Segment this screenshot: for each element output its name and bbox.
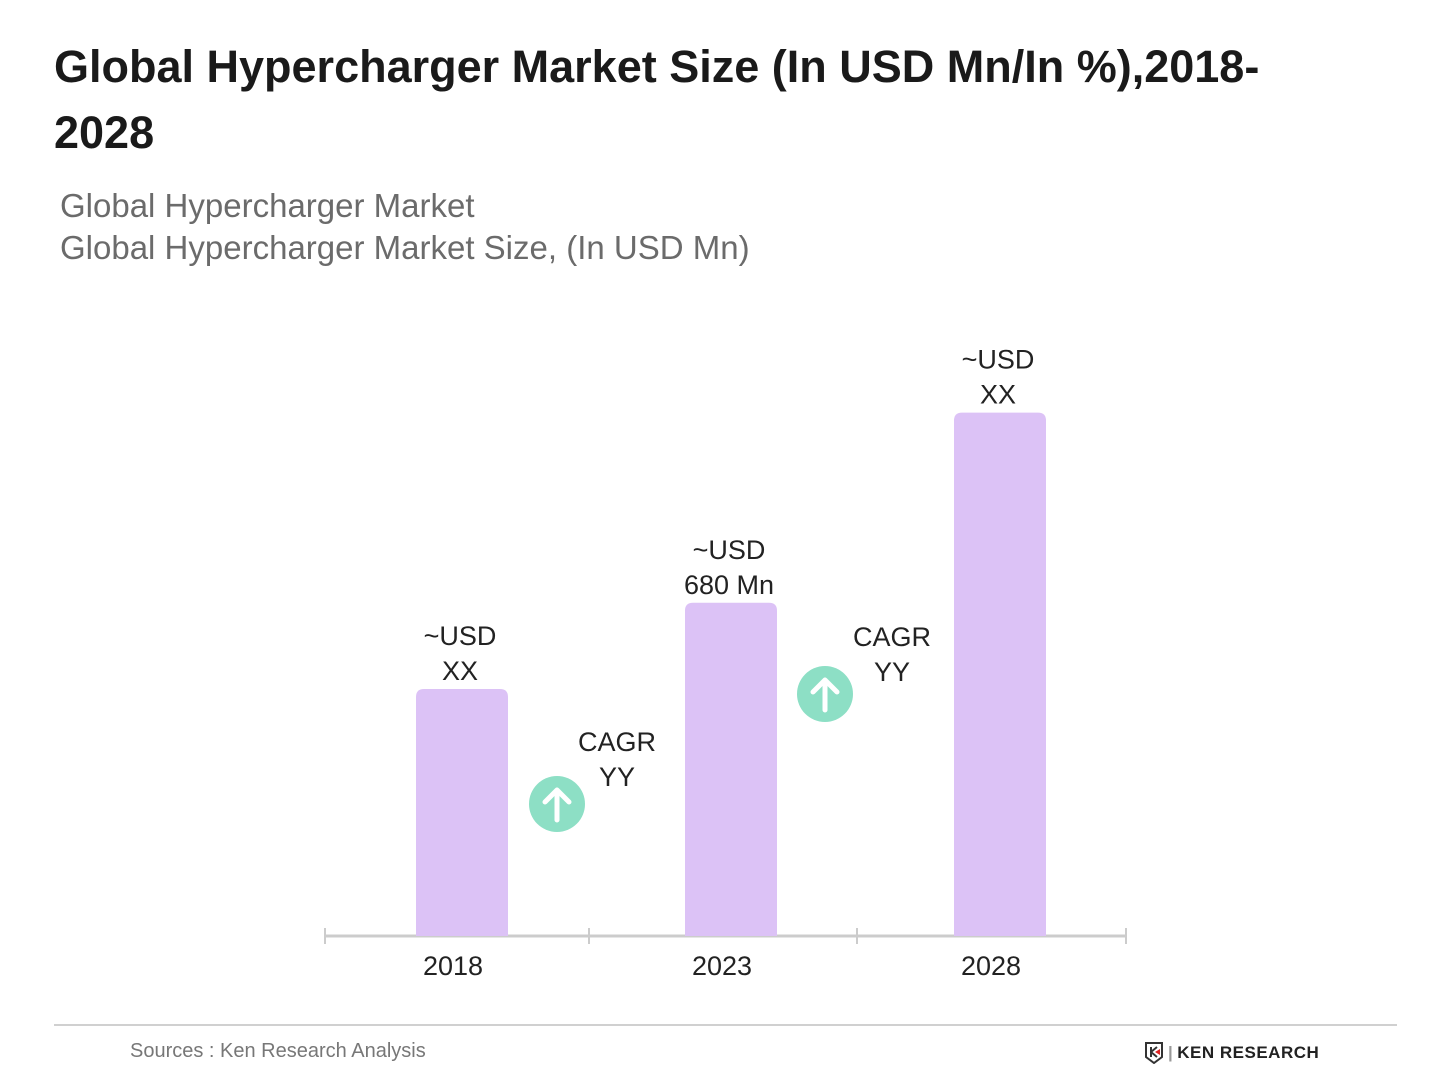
cagr-label: CAGR	[853, 622, 931, 652]
cagr-value: YY	[874, 657, 910, 687]
arrow-up-icon	[810, 677, 840, 713]
x-tick-label-2028: 2028	[961, 951, 1021, 981]
bar-2018	[416, 689, 508, 936]
data-label-line2: XX	[980, 380, 1016, 410]
bar-2023	[685, 602, 777, 936]
arrow-up-icon	[542, 787, 572, 823]
chart-title: Global Hypercharger Market Size (In USD …	[54, 41, 1260, 158]
data-label-line1: ~USD	[693, 535, 766, 565]
x-tick-label-2018: 2018	[423, 951, 483, 981]
data-label-line2: XX	[442, 656, 478, 686]
ken-research-logo: | KEN RESEARCH	[1144, 1042, 1319, 1064]
x-tick-label-2023: 2023	[692, 951, 752, 981]
bar-2028	[954, 412, 1046, 936]
cagr-value: YY	[599, 762, 635, 792]
footer-divider	[54, 1024, 1397, 1026]
cagr-label: CAGR	[578, 727, 656, 757]
logo-text: KEN RESEARCH	[1177, 1043, 1320, 1062]
chart-subtitle: Global Hypercharger Market	[60, 187, 475, 224]
data-label-line1: ~USD	[424, 621, 497, 651]
source-note: Sources : Ken Research Analysis	[130, 1040, 426, 1062]
ken-research-shield-icon	[1145, 1042, 1163, 1064]
data-label-line2: 680 Mn	[684, 570, 774, 600]
chart-subtitle-units: Global Hypercharger Market Size, (In USD…	[60, 229, 750, 266]
data-label-line1: ~USD	[962, 345, 1035, 375]
